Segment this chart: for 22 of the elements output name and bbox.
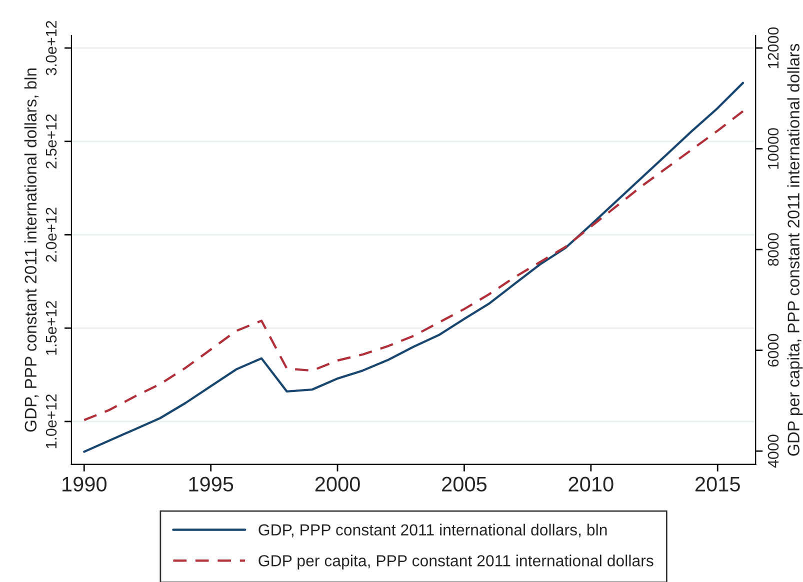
x-tick-label: 1995 <box>189 476 234 492</box>
y2-tick-label: 6000 <box>768 334 779 367</box>
y2-tick-label: 10000 <box>768 128 779 169</box>
line-series <box>83 110 744 422</box>
y-tick-label: 2.5e+12 <box>46 114 57 168</box>
y-tick-label: 2.0e+12 <box>46 208 57 262</box>
y2-tick-label: 4000 <box>768 434 779 468</box>
x-tick-label: 2015 <box>695 476 740 492</box>
y-tick-label: 1.0e+12 <box>46 394 57 448</box>
line-series <box>83 82 744 453</box>
y2-tick-label: 12000 <box>768 27 779 68</box>
x-tick-label: 2000 <box>315 476 360 492</box>
x-tick-label: 2005 <box>442 476 487 492</box>
x-tick-label: 1990 <box>62 476 106 492</box>
y2-axis-title: GDP per capita, PPP constant 2011 international dollars <box>787 44 803 456</box>
legend-label: GDP, PPP constant 2011 international dollars, bln <box>258 524 607 538</box>
y-tick-label: 3.0e+12 <box>46 20 57 76</box>
x-tick-label: 2010 <box>568 476 614 492</box>
y2-tick-label: 8000 <box>768 233 779 266</box>
legend-label: GDP per capita, PPP constant 2011 international dollars <box>258 554 654 570</box>
y-tick-label: 1.5e+12 <box>46 301 57 355</box>
y-axis-title: GDP, PPP constant 2011 international dollars, bln <box>24 68 39 432</box>
